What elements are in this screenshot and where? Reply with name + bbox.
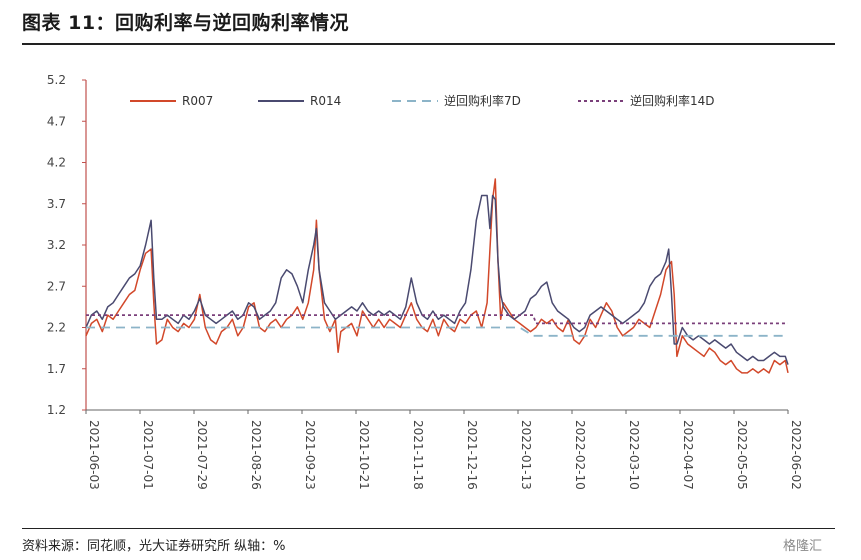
x-tick-label: 2022-06-02 [789, 420, 803, 490]
x-tick-label: 2022-01-13 [519, 420, 533, 490]
x-tick-label: 2021-07-29 [195, 420, 209, 490]
x-tick-label: 2021-10-21 [357, 420, 371, 490]
series-line-1 [85, 178, 789, 374]
bottom-rule [22, 528, 835, 529]
y-tick-label: 3.2 [47, 238, 66, 252]
legend-label-4: 逆回购利率14D [630, 93, 715, 108]
chart-title: 图表 11：回购利率与逆回购利率情况 [22, 12, 350, 34]
legend-label-1: R007 [182, 94, 213, 108]
x-tick-label: 2021-12-16 [465, 420, 479, 490]
y-tick-label: 4.7 [47, 114, 66, 128]
legend-label-3: 逆回购利率7D [444, 93, 521, 108]
series-line-4 [86, 314, 788, 325]
x-tick-label: 2022-04-07 [681, 420, 695, 490]
x-tick-label: 2021-06-03 [87, 420, 101, 490]
source-note: 资料来源：同花顺，光大证券研究所 纵轴：% [22, 539, 286, 554]
x-tick-label: 2021-11-18 [411, 420, 425, 490]
y-tick-label: 4.2 [47, 156, 66, 170]
y-tick-label: 1.2 [47, 403, 66, 417]
x-tick-label: 2022-02-10 [573, 420, 587, 490]
top-rule [22, 43, 835, 45]
legend-label-2: R014 [310, 94, 341, 108]
series-line-3 [86, 326, 788, 337]
watermark: 格隆汇 [783, 539, 823, 554]
y-tick-label: 2.7 [47, 279, 66, 293]
y-tick-label: 3.7 [47, 197, 66, 211]
series-line-2 [85, 194, 789, 365]
x-tick-label: 2022-03-10 [627, 420, 641, 490]
x-tick-label: 2021-07-01 [141, 420, 155, 490]
x-tick-label: 2021-09-23 [303, 420, 317, 490]
y-tick-label: 1.7 [47, 362, 66, 376]
line-chart: 1.2 1.7 2.2 2.7 3.2 3.7 4.2 4.7 5.2 2021-06-03 202… [47, 73, 803, 490]
x-tick-label: 2022-05-05 [735, 420, 749, 490]
y-tick-label: 5.2 [47, 73, 66, 87]
x-tick-label: 2021-08-26 [249, 420, 263, 490]
y-tick-label: 2.2 [47, 321, 66, 335]
